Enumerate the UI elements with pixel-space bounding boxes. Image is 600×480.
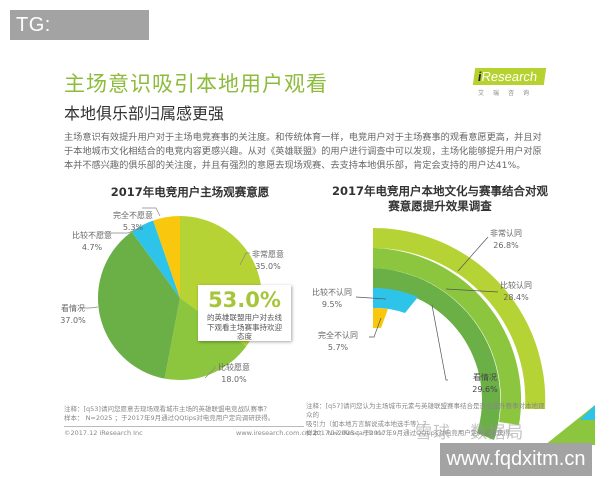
radial-ring-agree bbox=[373, 248, 522, 425]
label-name: 完全不愿意 bbox=[113, 211, 153, 220]
radial-label-strongly-disagree: 完全不认同 5.7% bbox=[314, 330, 362, 354]
label-value: 4.7% bbox=[81, 243, 103, 252]
label-value: 29.6% bbox=[472, 385, 498, 394]
right-sample: 样本： N=2025 ；于2017年9月通过QQtips对电竞用户定向调研获得。 bbox=[306, 429, 517, 437]
right-copyright: ©2017.12 iResearch Inc bbox=[306, 429, 385, 437]
radial-label-depends: 看情况 29.6% bbox=[470, 372, 500, 396]
label-value: 18.0% bbox=[221, 375, 247, 384]
iresearch-logo: iResearch 艾瑞咨询 bbox=[472, 66, 547, 97]
radial-label-strongly-agree: 非常认同 26.8% bbox=[486, 228, 526, 252]
weibo-watermark: 雪球 · 数据局 bbox=[415, 423, 525, 443]
label-name: 比较认同 bbox=[500, 281, 532, 290]
corner-decoration bbox=[545, 405, 595, 445]
pie-chart-title: 2017年电竞用户主场观赛意愿 bbox=[110, 185, 270, 199]
label-name: 看情况 bbox=[61, 304, 85, 313]
left-divider bbox=[64, 426, 304, 427]
label-name: 比较不认同 bbox=[312, 288, 352, 297]
right-note-cont: 吸引力（如本地方言解说或本地选手等）？ bbox=[306, 420, 430, 428]
label-value: 9.5% bbox=[321, 300, 343, 309]
radial-ring-depends bbox=[373, 268, 501, 440]
pie-label-fairly-willing: 比较愿意 18.0% bbox=[214, 362, 254, 386]
left-url: www.iresearch.com.cn bbox=[236, 429, 310, 437]
pie-slice-depends bbox=[97, 231, 180, 379]
label-name: 比较不愿意 bbox=[72, 231, 112, 240]
label-value: 37.0% bbox=[60, 316, 86, 325]
radial-label-agree: 比较认同 28.4% bbox=[496, 280, 536, 304]
radial-ring-strongly-disagree bbox=[373, 307, 388, 328]
radial-chart bbox=[355, 227, 546, 440]
watermark-bottom: www.fqdxitm.cn bbox=[440, 443, 592, 476]
label-name: 看情况 bbox=[473, 373, 497, 382]
left-sample: 样本： N=2025 ；于2017年9月通过QQtips对电竞用户定向调研获得。 bbox=[64, 414, 275, 422]
radial-ring-strongly-agree bbox=[373, 227, 546, 409]
label-value: 26.8% bbox=[493, 241, 519, 250]
callout-text: 的英雄联盟用户对去线下观看主场赛事持欢迎态度 bbox=[207, 313, 282, 341]
label-value: 35.0% bbox=[255, 262, 281, 271]
pie-chart bbox=[79, 207, 262, 381]
page-subtitle: 本地俱乐部归属感更强 bbox=[64, 104, 225, 123]
pie-callout: 53.0% 的英雄联盟用户对去线下观看主场赛事持欢迎态度 bbox=[198, 285, 291, 341]
label-name: 比较愿意 bbox=[218, 363, 250, 372]
pie-label-very-unwilling: 完全不愿意 5.3% bbox=[108, 210, 158, 234]
pie-label-very-willing: 非常愿意 35.0% bbox=[248, 249, 288, 273]
intro-paragraph: 主场意识有效提升用户对于主场电竞赛事的关注度。和传统体育一样，电竞用户对于主场赛… bbox=[64, 132, 542, 171]
left-footnote: 注释：[q53]请问您愿意去现场观看城市主场的英雄联盟电竞战队赛事？ 样本： N… bbox=[64, 405, 304, 423]
pie-label-fairly-unwilling: 比较不愿意 4.7% bbox=[72, 230, 112, 254]
label-name: 完全不认同 bbox=[318, 331, 358, 340]
right-footnote: 注释：[q57]请问您认为主场城市元素与英雄联盟赛事结合是否会提升赛事对本地观众… bbox=[306, 402, 546, 438]
label-name: 非常愿意 bbox=[252, 250, 284, 259]
page-title: 主场意识吸引本地用户观看 bbox=[64, 72, 328, 96]
pie-slice-very-unwilling bbox=[153, 215, 180, 298]
logo-subtext: 艾瑞咨询 bbox=[478, 90, 539, 97]
left-note: 注释：[q53]请问您愿意去现场观看城市主场的英雄联盟电竞战队赛事？ bbox=[64, 405, 270, 413]
pie-label-depends: 看情况 37.0% bbox=[58, 303, 88, 327]
label-name: 非常认同 bbox=[490, 229, 522, 238]
radial-ring-disagree bbox=[373, 287, 418, 313]
pie-slice-fairly-unwilling bbox=[131, 220, 180, 298]
right-note: 注释：[q57]请问您认为主场城市元素与英雄联盟赛事结合是否会提升赛事对本地观众… bbox=[306, 402, 545, 419]
label-value: 5.3% bbox=[122, 223, 144, 232]
radial-label-disagree: 比较不认同 9.5% bbox=[310, 287, 354, 311]
callout-value: 53.0% bbox=[208, 288, 281, 312]
label-value: 5.7% bbox=[327, 343, 349, 352]
left-copyright: ©2017.12 iResearch Inc bbox=[64, 429, 143, 437]
label-value: 28.4% bbox=[503, 293, 529, 302]
watermark-top: TG: MYYJJPP bbox=[10, 10, 149, 66]
radial-chart-title: 2017年电竞用户本地文化与赛事结合对观赛意愿提升效果调查 bbox=[331, 184, 548, 213]
